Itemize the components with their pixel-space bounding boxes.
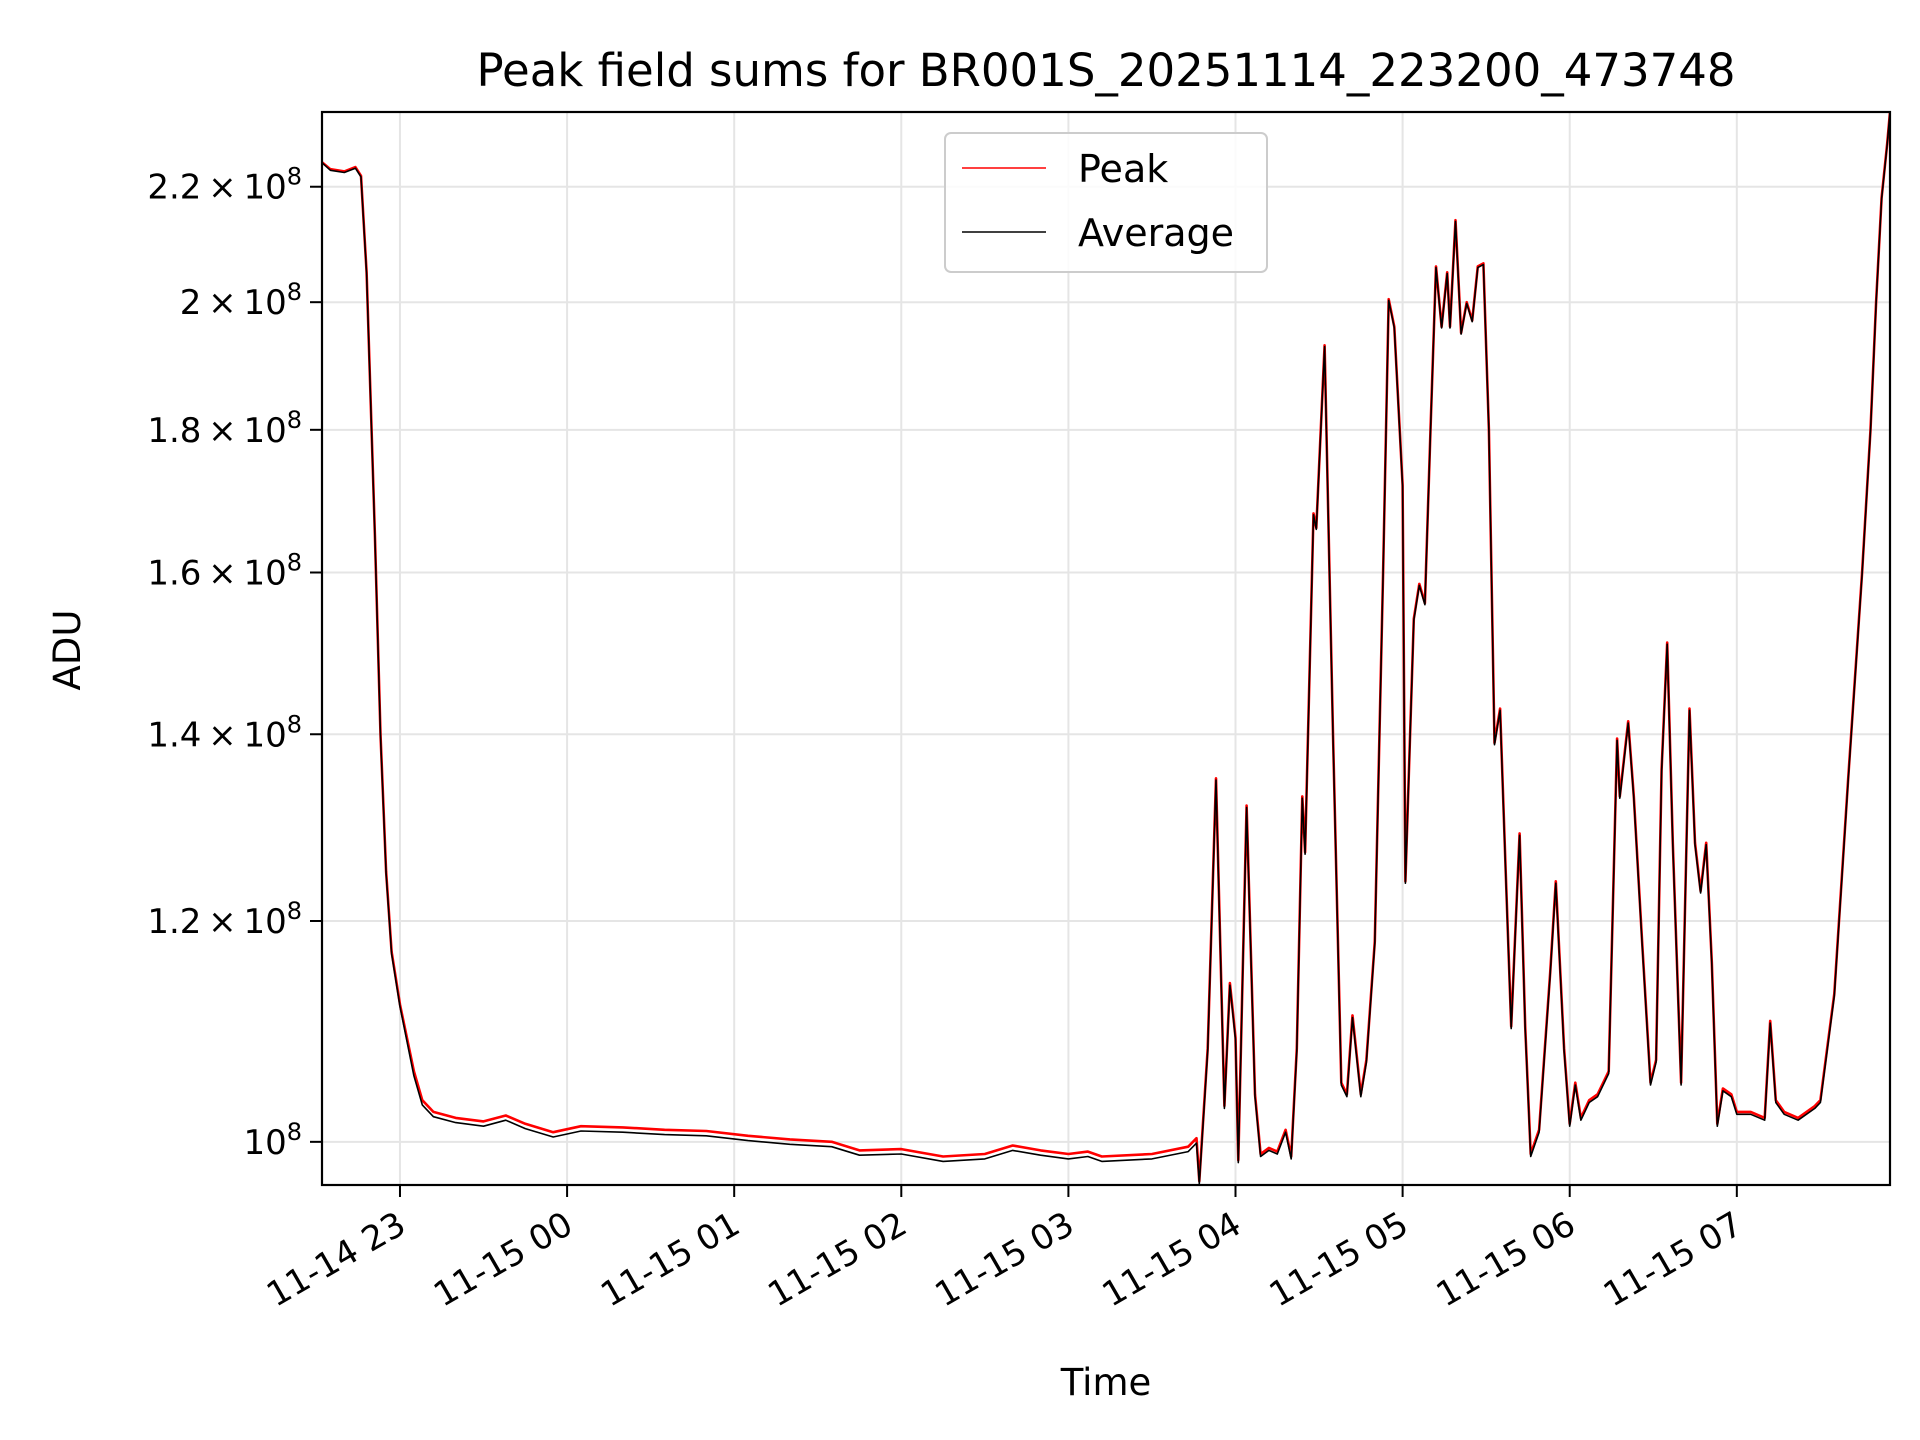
y-tick-label: 1.6 × 108: [147, 548, 302, 593]
series-layer: [322, 112, 1890, 1185]
legend-label-peak: Peak: [1078, 147, 1168, 191]
y-tick-label: 108: [243, 1118, 302, 1163]
chart-title: Peak field sums for BR001S_20251114_2232…: [477, 44, 1736, 97]
y-tick-label: 1.4 × 108: [147, 710, 302, 755]
y-axis-ticks: 108 1.2 × 108 1.4 × 108 1.6 × 108 1.8 × 108 2…: [147, 163, 322, 1163]
y-tick-label: 1.8 × 108: [147, 406, 302, 451]
plot-frame: [320, 110, 1892, 1187]
series-line-average: [322, 112, 1890, 1185]
x-axis-label: Time: [1060, 1361, 1152, 1404]
y-axis-label: ADU: [46, 610, 89, 691]
y-tick-label: 2 × 108: [180, 278, 302, 323]
y-tick-label: 2.2 × 108: [147, 163, 302, 208]
grid-lines: [322, 112, 1890, 1185]
y-tick-label: 1.2 × 108: [147, 897, 302, 942]
legend-label-average: Average: [1078, 211, 1234, 255]
legend: Peak Average: [944, 132, 1268, 273]
